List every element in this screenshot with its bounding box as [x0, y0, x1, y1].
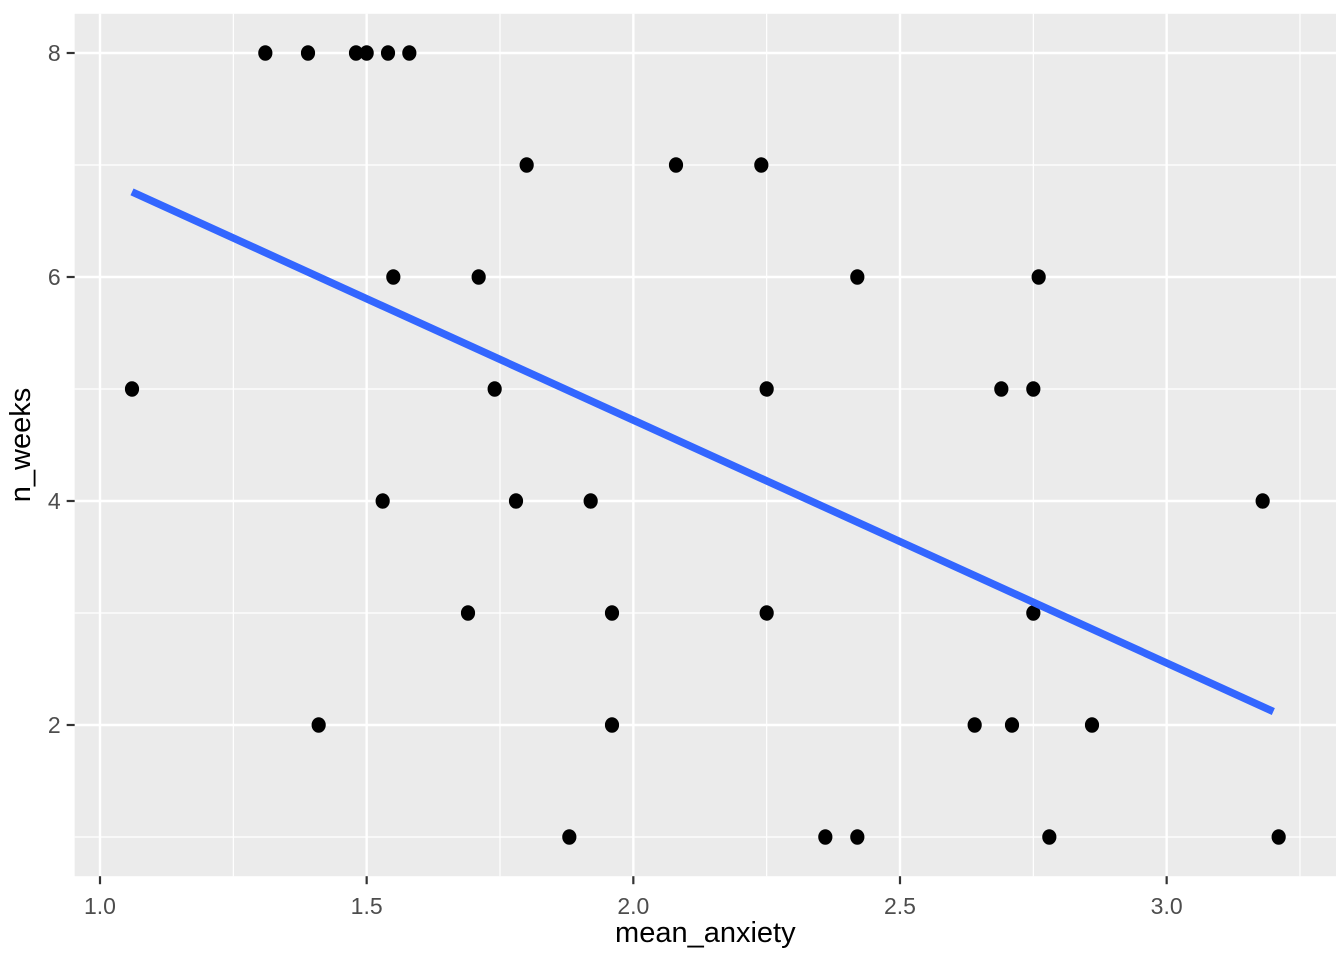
regression-trend-line: [130, 188, 1275, 715]
x-tick-label: 1.0: [84, 893, 116, 919]
data-point: [583, 493, 598, 509]
minor-gridlines: [74, 13, 1336, 877]
data-point: [460, 605, 476, 621]
data-point: [1255, 493, 1270, 509]
data-point: [519, 157, 534, 173]
data-point: [754, 157, 769, 173]
x-tick-label: 1.5: [351, 893, 383, 919]
data-point: [604, 605, 620, 621]
data-point: [402, 45, 417, 61]
y-tick-label: 2: [48, 712, 61, 738]
data-point: [1026, 605, 1041, 621]
data-point: [348, 45, 364, 61]
data-point: [759, 605, 774, 621]
data-point: [818, 829, 833, 845]
data-point: [311, 717, 326, 733]
x-tick-label: 2.5: [884, 893, 916, 919]
data-point: [1271, 829, 1286, 845]
data-point: [487, 381, 502, 397]
data-point: [1031, 269, 1046, 285]
y-axis-title: n_weeks: [5, 388, 37, 502]
data-point: [508, 493, 524, 509]
data-point: [300, 45, 316, 61]
data-point: [759, 381, 774, 397]
data-point: [386, 269, 401, 285]
data-point: [850, 829, 865, 845]
data-point: [604, 717, 620, 733]
x-axis-title: mean_anxiety: [615, 917, 796, 949]
data-point: [994, 381, 1009, 397]
data-point: [1004, 717, 1020, 733]
data-point: [850, 269, 865, 285]
data-point: [562, 829, 577, 845]
data-point: [375, 493, 390, 509]
y-axis-ticks: 8 6 4 2: [48, 40, 75, 738]
data-point: [359, 45, 374, 61]
plot-panel-background: [74, 13, 1336, 877]
data-point: [967, 717, 982, 733]
data-point: [1026, 381, 1041, 397]
data-point: [1042, 829, 1057, 845]
y-tick-label: 4: [48, 488, 61, 514]
data-point: [258, 45, 273, 61]
y-tick-label: 6: [48, 264, 61, 290]
data-point: [668, 157, 684, 173]
data-point: [124, 381, 140, 397]
data-point: [1084, 717, 1100, 733]
x-axis-ticks: 1.0 1.5 2.0 2.5 3.0: [84, 876, 1183, 919]
data-point: [471, 269, 486, 285]
y-tick-label: 8: [48, 40, 61, 66]
major-gridlines: [74, 13, 1336, 877]
data-point: [380, 45, 396, 61]
x-tick-label: 2.0: [617, 893, 649, 919]
x-tick-label: 3.0: [1151, 893, 1183, 919]
data-points-layer: [124, 45, 1286, 845]
